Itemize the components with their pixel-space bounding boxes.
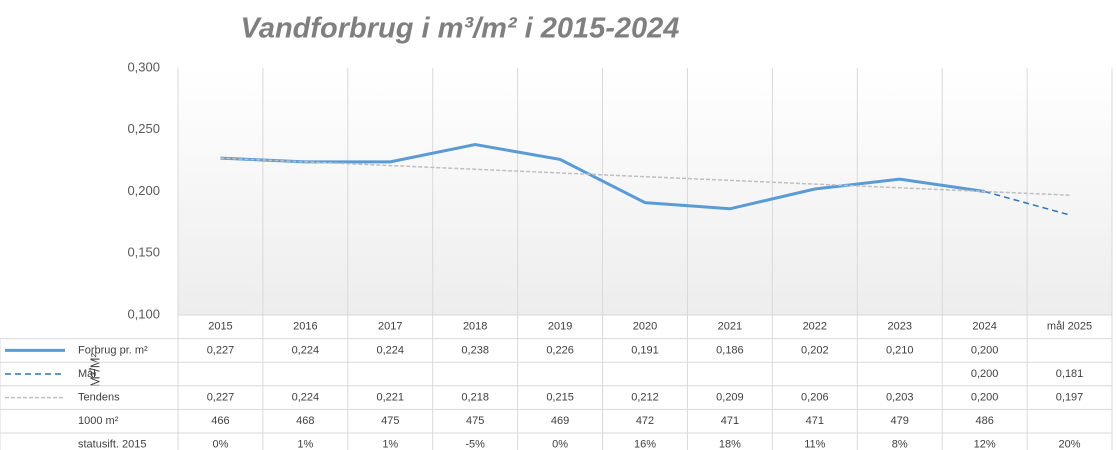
table-value: 468 <box>296 415 314 427</box>
table-value: 0% <box>213 439 229 450</box>
table-value: 12% <box>974 439 996 450</box>
table-value: 0,221 <box>377 392 405 404</box>
table-value: 471 <box>721 415 739 427</box>
table-value: 11% <box>804 439 825 450</box>
y-axis-label: M³/M² <box>87 352 102 387</box>
x-tick-label: 2023 <box>887 321 911 333</box>
plot-area <box>178 68 1112 315</box>
legend-label: Forbrug pr. m² <box>78 344 148 356</box>
table-value: 0,181 <box>1056 368 1084 380</box>
table-value: 0,226 <box>546 344 574 356</box>
table-value: 0,202 <box>801 344 829 356</box>
table-value: 0,200 <box>971 344 999 356</box>
table-row-label: 1000 m² <box>78 415 119 427</box>
x-tick-label: 2022 <box>803 321 827 333</box>
table-value: 475 <box>466 415 484 427</box>
x-tick-label: 2020 <box>633 321 657 333</box>
table-value: 0,224 <box>292 344 320 356</box>
x-tick-label: 2024 <box>972 321 996 333</box>
table-value: 0,224 <box>292 392 320 404</box>
series-line <box>220 157 1070 196</box>
legend-label: Tendens <box>78 392 120 404</box>
x-tick-label: 2016 <box>293 321 317 333</box>
x-tick-label: mål 2025 <box>1047 321 1092 333</box>
table-value: 0,200 <box>971 392 999 404</box>
legend-label: Mål <box>78 368 96 380</box>
table-value: 466 <box>211 415 229 427</box>
table-value: 0,215 <box>546 392 574 404</box>
table-value: 0,218 <box>461 392 489 404</box>
table-value: 0,227 <box>207 392 235 404</box>
y-tick-label: 0,200 <box>127 183 160 198</box>
table-value: 20% <box>1059 439 1081 450</box>
x-tick-label: 2018 <box>463 321 487 333</box>
table-value: 0,197 <box>1056 392 1084 404</box>
x-tick-label: 2015 <box>208 321 232 333</box>
x-tick-label: 2021 <box>718 321 742 333</box>
table-value: 0,224 <box>377 344 405 356</box>
table-value: 0,191 <box>631 344 659 356</box>
table-value: 475 <box>381 415 399 427</box>
table-value: 0,186 <box>716 344 744 356</box>
table-value: 0,227 <box>207 344 235 356</box>
table-value: 0,209 <box>716 392 744 404</box>
y-tick-label: 0,100 <box>127 306 160 321</box>
table-value: 0,203 <box>886 392 914 404</box>
table-value: 486 <box>975 415 993 427</box>
table-value: 16% <box>634 439 656 450</box>
series-line <box>984 190 1070 216</box>
table-value: 0,206 <box>801 392 829 404</box>
chart-title: Vandforbrug i m³/m² i 2015-2024 <box>241 13 680 45</box>
x-tick-label: 2019 <box>548 321 572 333</box>
table-value: 0,210 <box>886 344 914 356</box>
table-value: -5% <box>465 439 485 450</box>
table-value: 469 <box>551 415 569 427</box>
table-value: 0,238 <box>461 344 489 356</box>
y-tick-label: 0,300 <box>127 59 160 74</box>
y-tick-label: 0,150 <box>127 245 160 260</box>
table-value: 0,200 <box>971 368 999 380</box>
table-value: 471 <box>806 415 824 427</box>
x-tick-label: 2017 <box>378 321 402 333</box>
table-value: 0,212 <box>631 392 659 404</box>
y-tick-label: 0,250 <box>127 121 160 136</box>
table-value: 8% <box>892 439 908 450</box>
table-value: 1% <box>297 439 313 450</box>
table-value: 0% <box>552 439 568 450</box>
table-value: 1% <box>382 439 398 450</box>
table-value: 479 <box>891 415 909 427</box>
table-value: 18% <box>719 439 741 450</box>
table-row-label: statusift. 2015 <box>78 439 147 450</box>
table-value: 472 <box>636 415 654 427</box>
series-line <box>220 143 985 211</box>
